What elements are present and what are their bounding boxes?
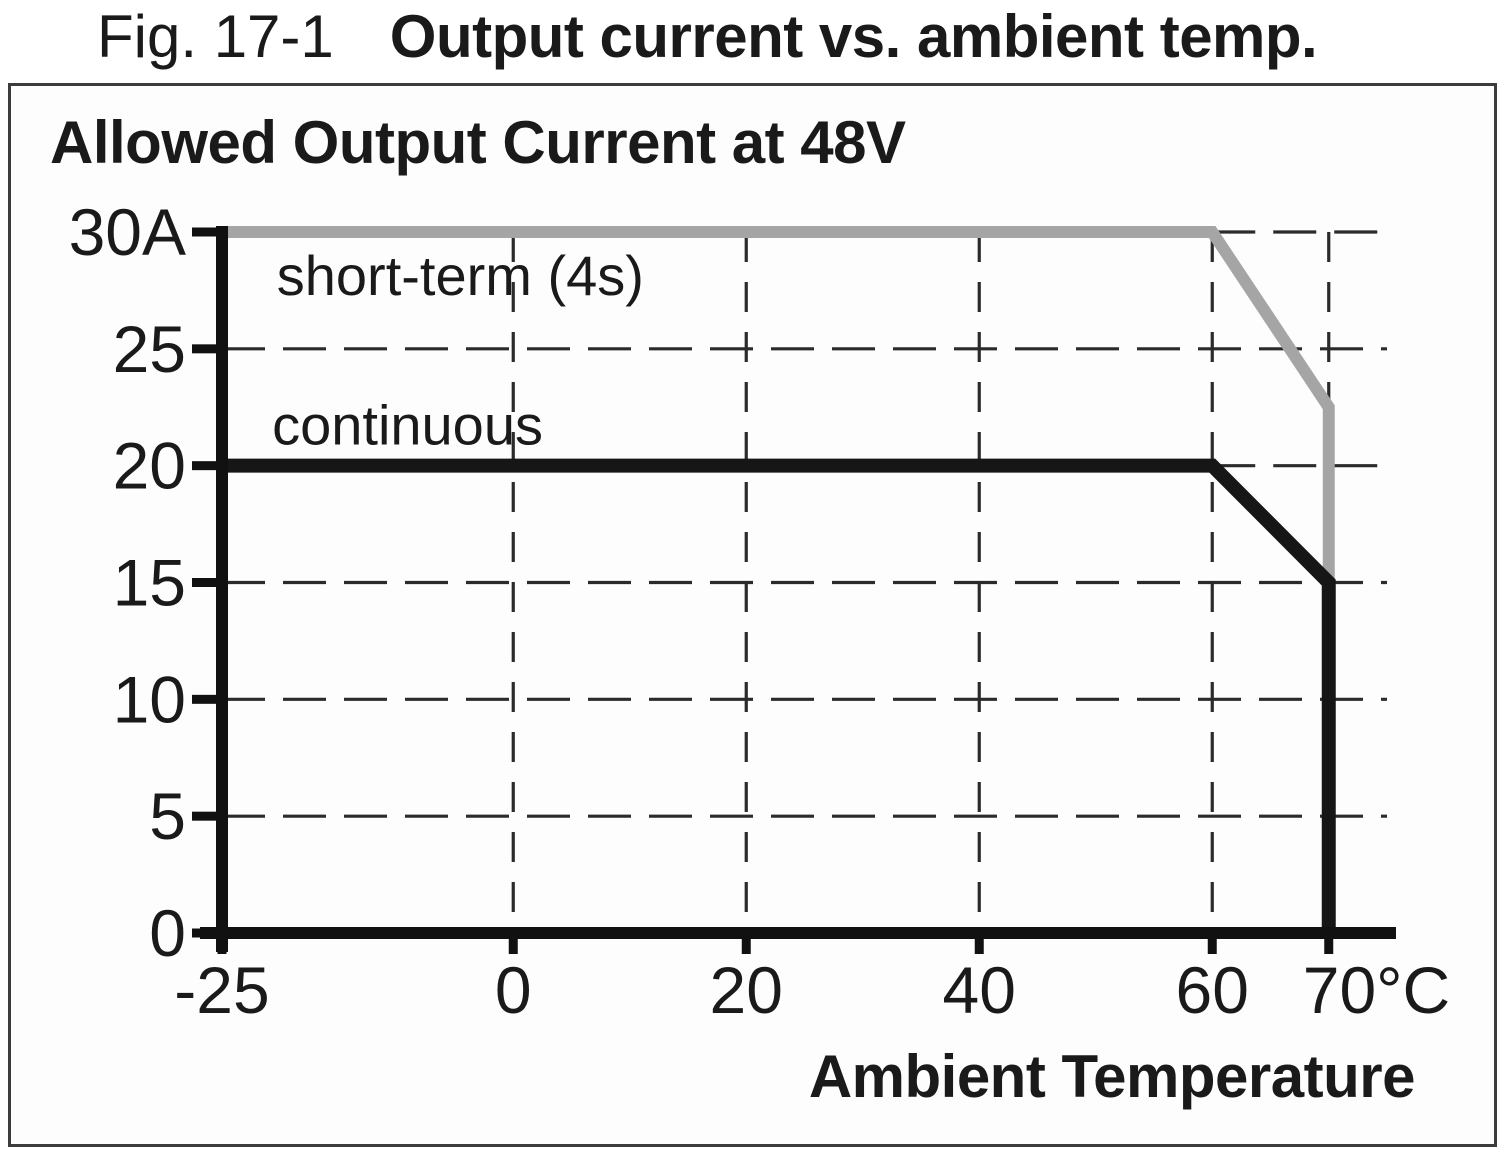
series-line-short-term-4s: [222, 225, 1335, 583]
x-tick-40: [974, 933, 984, 954]
y-tick-label-5: 5: [149, 779, 186, 853]
y-tick-0: [192, 928, 222, 938]
series-line-continuous: [222, 458, 1336, 933]
x-tick-label-0: 0: [495, 953, 532, 1027]
x-tick-0: [508, 933, 518, 954]
y-tick-label-15: 15: [113, 545, 186, 619]
x-tick-label-60: 60: [1176, 953, 1249, 1027]
series-label-short-term-4s: short-term (4s): [277, 244, 644, 307]
x-axis: [200, 927, 1396, 939]
x-tick-60: [1207, 933, 1217, 954]
y-tick-label-30: 30A: [69, 195, 186, 269]
y-tick-15: [192, 577, 222, 587]
figure-title: Output current vs. ambient temp.: [389, 3, 1318, 70]
chart-panel: [8, 83, 1497, 1147]
y-tick-label-0: 0: [149, 896, 186, 970]
y-tick-label-20: 20: [113, 429, 186, 503]
series-label-continuous: continuous: [272, 394, 543, 457]
x-axis-title: Ambient Temperature: [808, 1043, 1416, 1110]
y-tick-20: [192, 461, 222, 471]
y-tick-label-10: 10: [113, 662, 186, 736]
figure-number: Fig. 17-1: [97, 3, 334, 70]
y-tick-10: [192, 694, 222, 704]
y-tick-30: [192, 227, 222, 237]
x-tick-label--25: -25: [174, 953, 269, 1027]
x-tick-20: [741, 933, 751, 954]
figure-caption: Fig. 17-1 Output current vs. ambient tem…: [97, 3, 1318, 70]
x-tick-label-70: 70°C: [1303, 953, 1450, 1027]
y-tick-25: [192, 344, 222, 354]
chart-title: Allowed Output Current at 48V: [50, 109, 906, 176]
x-tick-70: [1324, 933, 1334, 954]
y-axis: [216, 225, 228, 952]
x-tick-label-40: 40: [943, 953, 1016, 1027]
x-tick-label-20: 20: [710, 953, 783, 1027]
y-tick-label-25: 25: [113, 312, 186, 386]
x-tick--25: [217, 933, 227, 954]
y-tick-5: [192, 811, 222, 821]
